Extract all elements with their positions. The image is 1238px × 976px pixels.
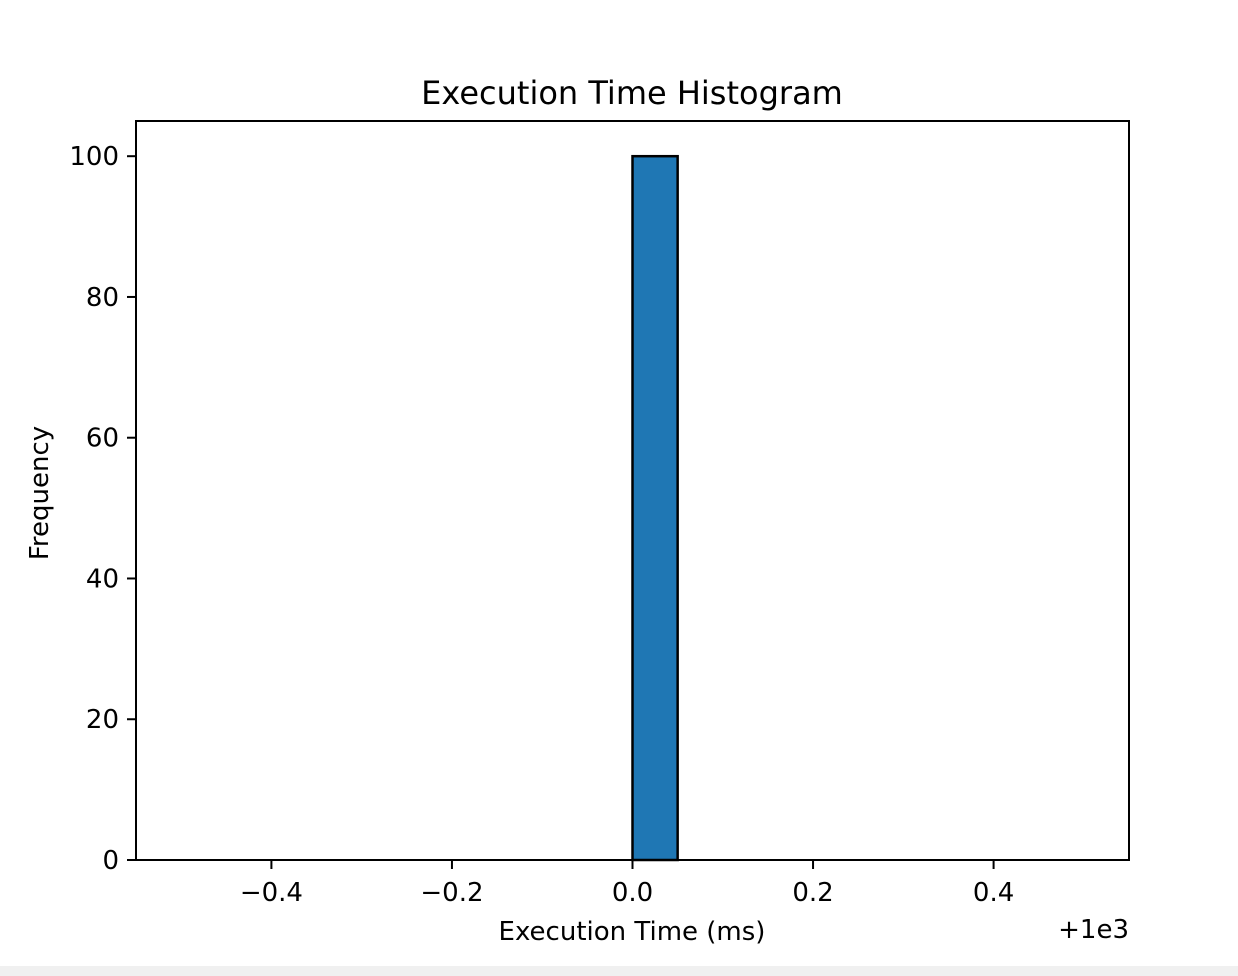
y-tick-label: 0 [102,846,119,876]
x-tick-label: −0.2 [420,878,483,908]
y-tick-label: 80 [86,283,119,313]
x-tick-label: 0.2 [792,878,833,908]
y-tick-label: 100 [69,142,119,172]
y-axis-label: Frequency [25,426,55,560]
y-tick-label: 60 [86,424,119,454]
y-tick-label: 40 [86,564,119,594]
chart-title: Execution Time Histogram [421,74,843,112]
x-axis-ticks: −0.4 −0.2 0.0 0.2 0.4 [240,860,1014,908]
y-tick-label: 20 [86,705,119,735]
bars-group [631,154,679,862]
y-axis-ticks: 0 20 40 60 80 100 [69,142,136,876]
x-tick-label: −0.4 [240,878,303,908]
x-axis-offset-label: +1e3 [1058,915,1129,945]
x-axis-label: Execution Time (ms) [499,917,766,947]
histogram-bar-0 [631,154,679,862]
x-tick-label: 0.4 [973,878,1014,908]
x-tick-label: 0.0 [612,878,653,908]
